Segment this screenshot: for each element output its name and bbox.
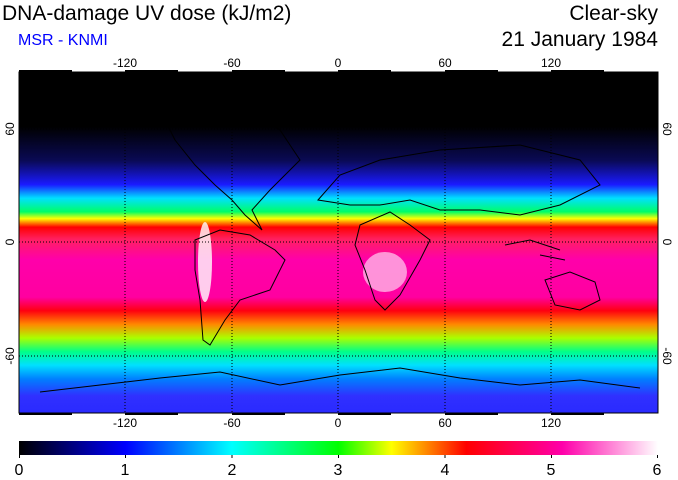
colorbar-tick-label: 0 [15,462,24,479]
colorbar-tick-label: 2 [228,462,237,479]
sky-condition-label: Clear-sky [569,2,658,25]
africa-high-dose-zone [363,252,407,292]
source-label: MSR - KNMI [18,32,108,49]
colorbar-tick-label: 5 [547,462,556,479]
date-label: 21 January 1984 [501,28,658,51]
colorbar-tick-label: 1 [121,462,130,479]
lat-label-left: 60 [3,122,17,136]
lat-label-right: -60 [660,347,674,365]
uv-dose-field [19,72,658,413]
lat-label-right: 60 [660,122,674,136]
frame-ticks [19,70,604,415]
lon-label-top: -60 [223,56,241,70]
lon-label-top: 0 [335,56,342,70]
lon-label-bottom: -60 [223,416,241,430]
colorbar-tick-label: 3 [334,462,343,479]
lat-label-left: -60 [3,347,17,365]
lon-label-top: 60 [438,56,452,70]
lon-label-top: 120 [541,56,561,70]
map-title: DNA-damage UV dose (kJ/m2) [2,2,292,25]
lat-label-left: 0 [3,238,17,245]
colorbar-ticks [19,455,658,458]
colorbar-tick-label: 4 [441,462,450,479]
lon-label-bottom: -120 [113,416,137,430]
coastlines [39,84,641,393]
lat-label-right: 0 [660,239,674,246]
lon-label-bottom: 0 [335,416,342,430]
lon-label-top: -120 [113,56,137,70]
lon-label-bottom: 60 [438,416,452,430]
colorbar [19,441,658,455]
lon-label-bottom: 120 [541,416,561,430]
colorbar-tick-label: 6 [653,462,662,479]
